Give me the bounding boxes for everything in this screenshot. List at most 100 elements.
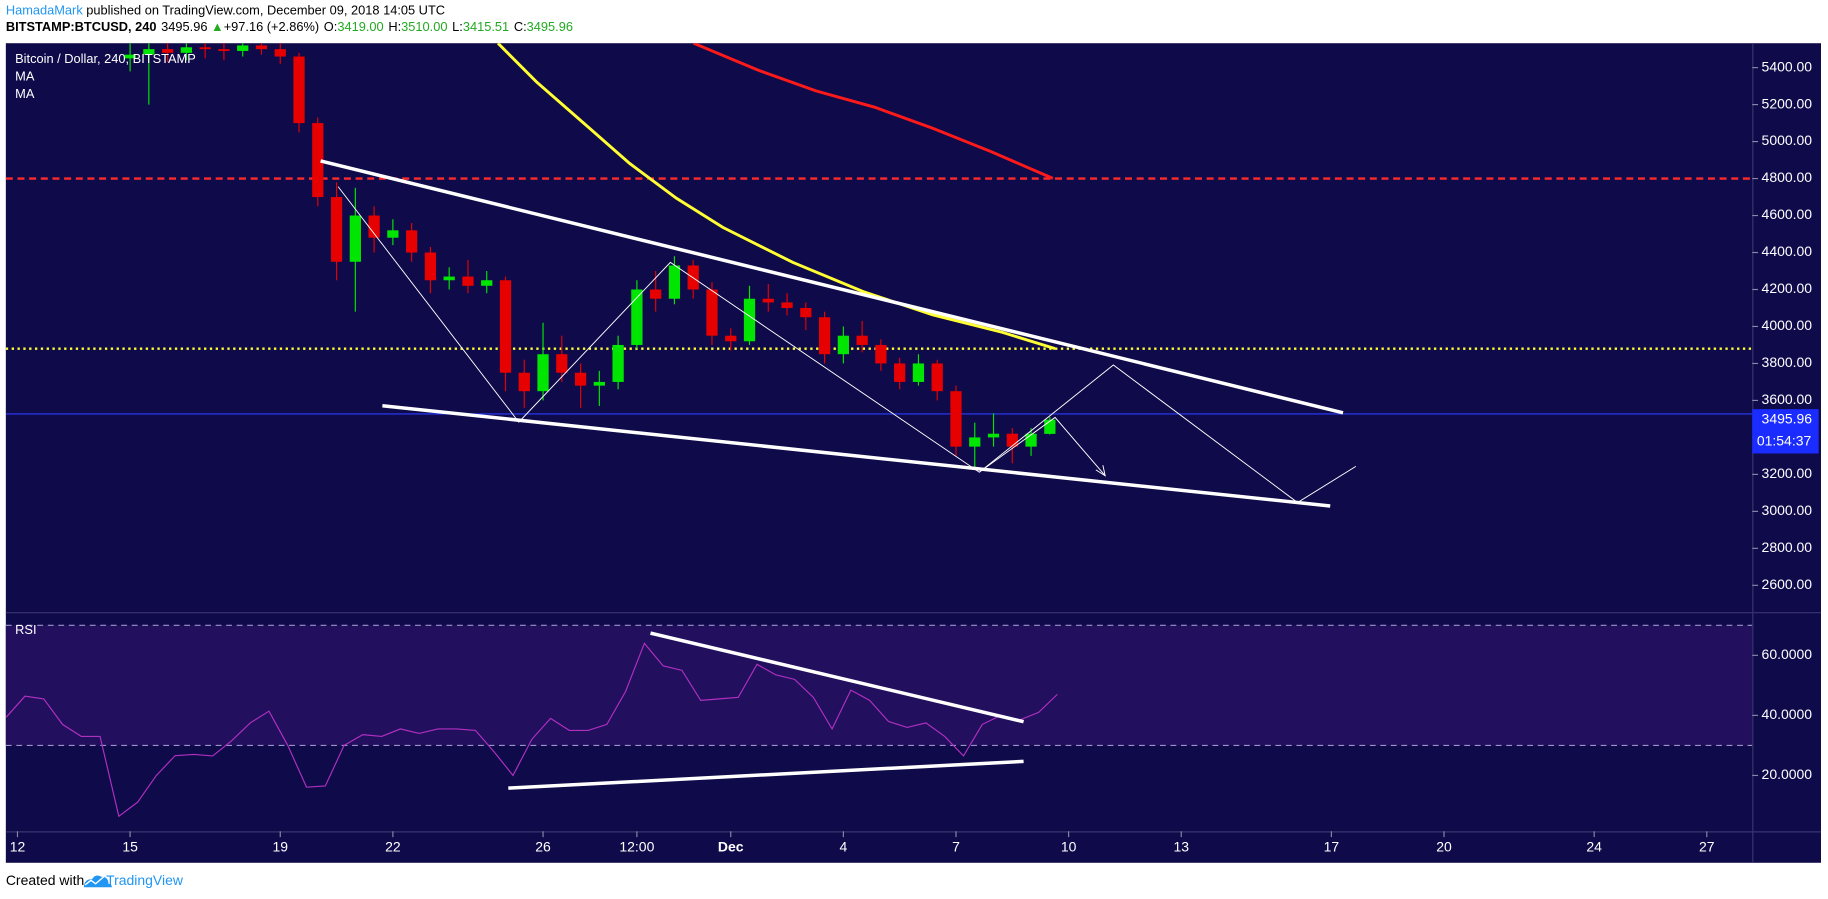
candle-body <box>650 289 662 299</box>
candle-body <box>950 391 962 447</box>
candle-body <box>987 433 1000 438</box>
h: 3510.00 <box>401 19 447 34</box>
rsi-lower-trendline <box>508 759 1024 790</box>
candle-body <box>443 276 455 281</box>
c: 3495.96 <box>527 19 573 34</box>
candle-body <box>1044 419 1056 434</box>
candle-body <box>180 47 193 53</box>
candle-body <box>593 381 605 386</box>
candle-body <box>969 437 981 447</box>
candle-body <box>255 45 268 50</box>
y-tick-label: 2600.00 <box>1762 576 1813 592</box>
l-label: L: <box>452 19 463 34</box>
y-tick-label: 2800.00 <box>1762 539 1813 555</box>
candle-body <box>161 49 174 53</box>
y-tick-label: 4800.00 <box>1762 169 1813 185</box>
x-tick-label: 27 <box>1699 838 1715 854</box>
symbol: BITSTAMP:BTCUSD, 240 <box>6 19 157 34</box>
x-tick-label: 19 <box>272 838 288 854</box>
candle-body <box>668 265 681 299</box>
header-line1: HamadaMark published on TradingView.com,… <box>6 3 445 18</box>
candle-body <box>199 47 211 50</box>
countdown: 01:54:37 <box>1757 433 1812 449</box>
legend-ma: MA <box>15 86 35 101</box>
moving-average <box>496 43 1056 351</box>
rsi-line <box>5 642 1058 818</box>
y-tick-label: 3800.00 <box>1762 354 1813 370</box>
lower-trendline <box>382 404 1331 508</box>
y-tick-label: 4200.00 <box>1762 280 1813 296</box>
candle-body <box>518 372 530 392</box>
y-tick-label: 4000.00 <box>1762 317 1813 333</box>
candle-body <box>875 344 887 364</box>
candle-body <box>894 363 906 382</box>
o: 3419.00 <box>337 19 383 34</box>
candle-body <box>499 280 512 373</box>
y-tick-label: 4400.00 <box>1762 243 1813 259</box>
candle-body <box>124 54 136 59</box>
y-tick-label: 5200.00 <box>1762 95 1813 111</box>
legend-rsi: RSI <box>15 622 36 637</box>
candle-body <box>424 252 437 281</box>
candle-body <box>781 302 793 308</box>
x-tick-label: 26 <box>535 838 551 854</box>
rsi-band-group <box>5 624 1753 747</box>
candle-body <box>743 298 756 342</box>
rsi-band <box>5 625 1753 746</box>
drawings <box>320 159 1357 790</box>
logo <box>83 875 112 888</box>
moving-average <box>693 43 1054 180</box>
candle-body <box>574 372 587 386</box>
x-tick-label: 7 <box>952 838 960 854</box>
candle-body <box>612 344 624 382</box>
candle-body <box>931 363 943 392</box>
candle-body <box>856 335 868 345</box>
c-label: C: <box>514 19 527 34</box>
candle-body <box>218 49 230 51</box>
candle-body <box>1025 433 1037 447</box>
x-tick-label: 10 <box>1061 838 1077 854</box>
candle-body <box>912 363 925 382</box>
rsi-pane <box>5 642 1058 818</box>
projection <box>978 364 1357 504</box>
candle-body <box>725 335 737 342</box>
rsi-tick-label: 40.0000 <box>1762 706 1813 722</box>
y-tick-label: 4600.00 <box>1762 206 1813 222</box>
x-tick-label: 22 <box>385 838 401 854</box>
candle-body <box>706 289 718 336</box>
o-label: O: <box>324 19 338 34</box>
main-pane <box>5 43 1753 469</box>
footer-brand[interactable]: TradingView <box>106 872 184 888</box>
x-tick-label: 4 <box>839 838 847 854</box>
candle-body <box>818 317 831 355</box>
candle-body <box>293 56 305 124</box>
author[interactable]: HamadaMark <box>6 3 83 18</box>
candle-body <box>312 123 324 198</box>
x-tick-label: 12 <box>10 838 26 854</box>
legend-ma: MA <box>15 68 35 83</box>
candle-body <box>368 215 380 238</box>
candle-body <box>762 298 774 303</box>
arrow-head <box>1095 465 1106 477</box>
candle-body <box>800 307 812 318</box>
candle-body <box>631 289 643 345</box>
footer-created: Created with <box>6 872 84 888</box>
l: 3415.51 <box>463 19 509 34</box>
candle-body <box>837 335 849 355</box>
x-tick-label: 24 <box>1586 838 1602 854</box>
upper-trendline <box>320 159 1344 415</box>
x-tick-label: 20 <box>1436 838 1452 854</box>
candle-body <box>1006 433 1018 447</box>
legend-title: Bitcoin / Dollar, 240, BITSTAMP <box>15 51 196 66</box>
x-tick-label: 17 <box>1324 838 1340 854</box>
arrow: ▲ <box>211 19 224 34</box>
candle-body <box>537 354 549 392</box>
candle-body <box>143 49 155 55</box>
last-price-box <box>1752 409 1819 454</box>
candle-body <box>237 45 249 51</box>
candle-body <box>387 230 399 238</box>
y-tick-label: 3000.00 <box>1762 502 1813 518</box>
x-tick-label: 12:00 <box>619 838 654 854</box>
